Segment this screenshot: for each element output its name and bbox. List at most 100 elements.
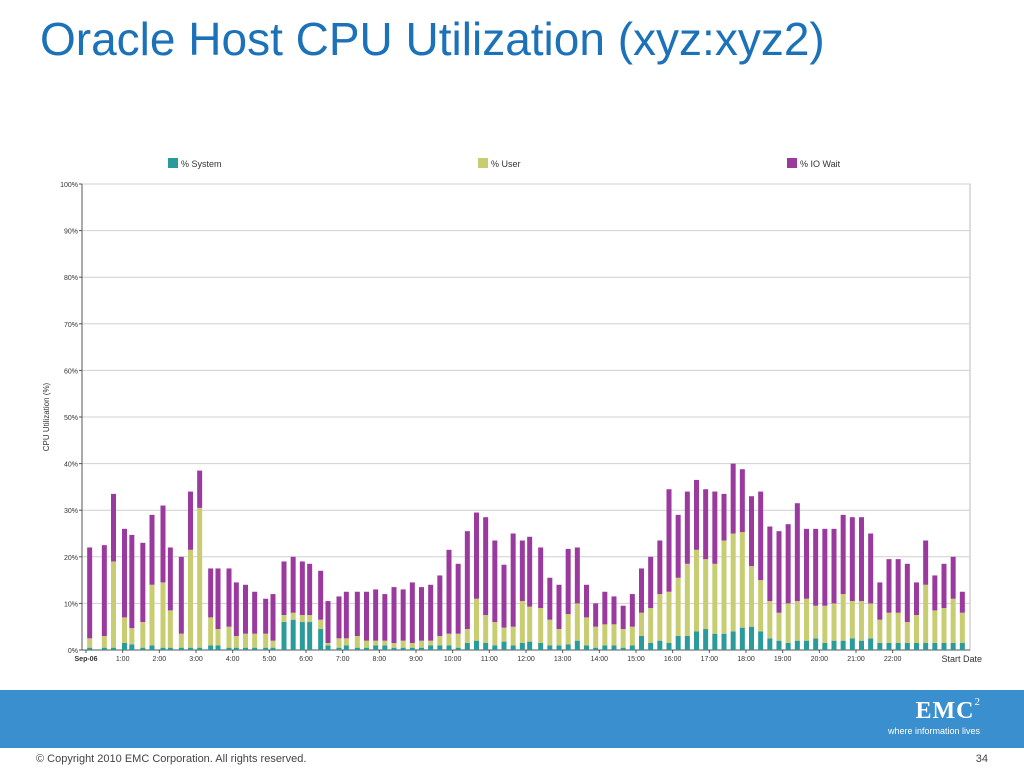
bar-system	[895, 643, 901, 650]
bar-user	[111, 561, 116, 648]
bar-user	[428, 640, 434, 646]
bar-io-wait	[574, 547, 580, 604]
bar-io-wait	[149, 514, 155, 585]
bar-system	[629, 645, 635, 650]
bar-system	[455, 647, 461, 650]
bar-system	[208, 645, 214, 650]
bar-user	[160, 582, 166, 648]
bar-system	[849, 638, 855, 650]
bar-system	[840, 640, 846, 650]
bar-io-wait	[749, 496, 754, 567]
bar-io-wait	[593, 603, 599, 627]
bar-system	[914, 643, 919, 650]
bar-user	[565, 614, 571, 645]
bar-user	[474, 598, 479, 641]
bar-io-wait	[325, 601, 331, 644]
bar-user	[785, 603, 791, 644]
bar-io-wait	[776, 531, 782, 613]
bar-user	[391, 643, 397, 648]
bar-system	[263, 647, 269, 650]
bar-io-wait	[657, 540, 663, 595]
x-tick-label: 2:00	[153, 656, 167, 663]
bar-io-wait	[877, 582, 883, 620]
x-tick-label: 20:00	[811, 656, 829, 663]
bar-user	[483, 615, 489, 644]
bar-user	[666, 591, 672, 644]
bar-system	[474, 640, 479, 650]
bar-system	[373, 645, 379, 650]
bar-user	[932, 610, 938, 644]
bar-system	[167, 647, 173, 650]
bar-io-wait	[941, 563, 947, 609]
bar-system	[593, 647, 599, 650]
bar-system	[877, 643, 883, 650]
bar-io-wait	[886, 559, 892, 613]
bar-user	[804, 598, 809, 641]
bar-io-wait	[648, 556, 654, 609]
x-tick-label: 11:00	[481, 656, 498, 663]
bar-user	[243, 633, 248, 648]
bar-user	[813, 605, 819, 639]
bar-system	[932, 643, 938, 650]
bar-user	[140, 622, 146, 648]
bar-io-wait	[299, 561, 305, 616]
bar-user	[721, 540, 727, 634]
bar-io-wait	[602, 591, 608, 625]
bar-system	[758, 631, 764, 650]
bar-system	[547, 645, 553, 650]
bar-io-wait	[712, 491, 718, 564]
bar-user	[290, 612, 296, 620]
bar-user	[950, 598, 956, 644]
bar-io-wait	[354, 591, 360, 637]
bar-system	[364, 647, 369, 650]
x-tick-label: 5:00	[263, 656, 277, 663]
bar-system	[299, 622, 305, 650]
bar-io-wait	[160, 505, 166, 583]
bar-system	[343, 645, 349, 650]
bar-system	[336, 647, 342, 650]
bar-io-wait	[565, 548, 571, 615]
x-tick-label: 7:00	[336, 656, 350, 663]
bar-system	[684, 636, 690, 650]
bar-user	[409, 643, 415, 648]
bar-system	[602, 645, 608, 650]
bar-user	[527, 606, 533, 642]
x-tick-label: 4:00	[226, 656, 240, 663]
bar-io-wait	[208, 568, 214, 618]
bar-user	[730, 533, 736, 632]
y-tick-label: 0%	[68, 648, 78, 655]
bar-user	[886, 612, 892, 644]
bar-user	[776, 612, 782, 641]
bar-user	[400, 640, 406, 648]
bar-user	[547, 619, 553, 646]
y-axis-label: CPU Utilization (%)	[42, 382, 51, 451]
bar-user	[923, 584, 929, 644]
bar-io-wait	[419, 587, 424, 641]
bar-user	[419, 640, 424, 648]
bar-system	[409, 647, 415, 650]
bar-io-wait	[178, 556, 184, 634]
bar-system	[501, 641, 507, 650]
legend-system-swatch	[168, 158, 178, 168]
bar-user	[749, 566, 754, 627]
bar-user	[373, 640, 379, 646]
bar-user	[226, 626, 232, 648]
bar-system	[140, 647, 146, 650]
logo-tagline: where information lives	[887, 726, 980, 736]
bar-system	[233, 647, 239, 650]
bar-io-wait	[391, 587, 397, 644]
bar-system	[639, 636, 644, 650]
bar-system	[721, 633, 727, 650]
bar-system	[510, 645, 516, 650]
bar-user	[87, 638, 93, 648]
bar-io-wait	[804, 528, 809, 599]
bar-system	[178, 647, 184, 650]
bar-io-wait	[950, 556, 956, 599]
bar-system	[556, 645, 562, 650]
bar-user	[849, 601, 855, 639]
bar-io-wait	[87, 547, 93, 639]
bar-io-wait	[694, 479, 699, 550]
bar-io-wait	[620, 605, 626, 630]
bar-io-wait	[428, 584, 434, 641]
bar-system	[776, 640, 782, 650]
